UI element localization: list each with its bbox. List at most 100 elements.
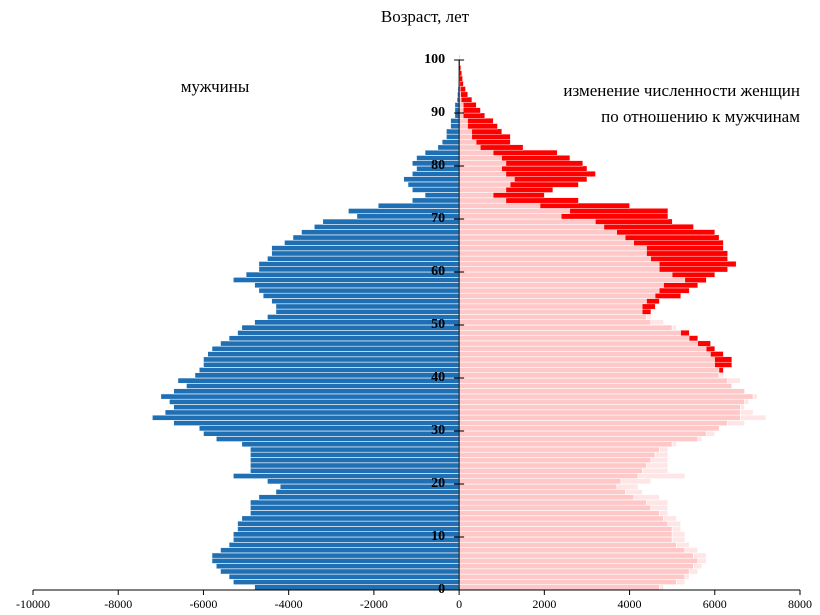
female-bar: [458, 510, 660, 517]
female-excess: [501, 155, 571, 161]
female-excess: [480, 144, 524, 151]
female-bar: [458, 388, 745, 395]
female-bar: [458, 287, 690, 294]
male-bar: [284, 239, 460, 246]
female-excess: [689, 335, 698, 342]
male-excess-outline: [642, 467, 669, 474]
female-excess: [460, 86, 466, 92]
female-bar: [458, 462, 647, 469]
female-excess: [642, 308, 652, 315]
male-excess-outline: [633, 494, 660, 501]
male-bar: [237, 520, 460, 527]
male-excess-outline: [697, 435, 703, 442]
male-bar: [258, 261, 460, 267]
female-bar: [458, 483, 618, 490]
male-bar: [203, 356, 460, 363]
female-bar: [458, 584, 660, 591]
male-bar: [232, 473, 460, 479]
male-excess-outline: [646, 499, 669, 506]
female-bar: [458, 340, 711, 347]
male-bar: [173, 420, 460, 426]
female-excess: [539, 202, 630, 209]
female-bar: [458, 515, 664, 522]
male-bar: [437, 144, 460, 151]
male-bar: [177, 377, 460, 384]
male-bar: [203, 430, 460, 437]
y-tick-label: 60: [431, 264, 445, 279]
male-bar: [424, 149, 460, 156]
male-bar: [275, 308, 460, 315]
female-bar: [458, 335, 699, 342]
male-bar: [228, 541, 460, 548]
male-bar: [454, 102, 460, 109]
male-excess-outline: [624, 488, 643, 495]
male-bar: [258, 494, 460, 501]
female-bar: [458, 404, 741, 411]
female-excess: [659, 266, 728, 273]
female-bar: [458, 499, 647, 506]
male-excess-outline: [650, 319, 664, 326]
annotation: мужчины: [181, 77, 250, 96]
male-bar: [254, 584, 460, 591]
male-bar: [173, 388, 460, 395]
y-tick-label: 90: [431, 105, 445, 120]
x-tick-label: 2000: [532, 597, 556, 611]
male-bar: [237, 526, 460, 533]
male-bar: [250, 451, 460, 458]
male-bar: [232, 276, 460, 283]
male-excess-outline: [693, 563, 703, 570]
female-bar: [458, 361, 733, 368]
female-bar: [458, 377, 728, 384]
female-excess: [467, 123, 498, 130]
female-excess: [706, 346, 715, 352]
female-excess: [650, 255, 728, 262]
male-bar: [169, 398, 460, 405]
female-bar: [458, 536, 673, 543]
female-excess: [463, 112, 485, 119]
male-bar: [237, 329, 460, 336]
female-excess: [505, 197, 579, 204]
male-excess-outline: [650, 457, 669, 464]
female-bar: [458, 441, 673, 448]
male-bar: [250, 457, 460, 464]
y-tick-label: 50: [431, 317, 445, 332]
female-bar: [458, 393, 754, 400]
female-bar: [458, 435, 699, 442]
female-bar: [458, 398, 745, 405]
female-excess: [514, 176, 588, 183]
male-bar: [245, 271, 460, 278]
female-bar: [458, 473, 639, 479]
male-bar: [446, 128, 460, 135]
male-bar: [250, 446, 460, 453]
female-bar: [458, 568, 690, 575]
male-bar: [198, 367, 460, 373]
male-bar: [411, 197, 460, 204]
male-excess-outline: [740, 409, 754, 416]
male-excess-outline: [718, 372, 724, 379]
female-excess: [714, 356, 732, 363]
male-bar: [232, 531, 460, 538]
male-bar: [203, 361, 460, 368]
female-excess: [718, 367, 724, 373]
female-bar: [458, 451, 656, 458]
male-bar: [411, 186, 460, 193]
male-bar: [198, 425, 460, 432]
female-excess: [646, 245, 724, 251]
male-excess-outline: [663, 515, 677, 522]
female-bar: [458, 292, 681, 299]
female-bar: [458, 351, 724, 358]
female-bar: [458, 541, 677, 548]
x-tick-label: -6000: [189, 597, 217, 611]
y-tick-label: 30: [431, 423, 445, 438]
y-tick-label: 20: [431, 476, 445, 491]
male-bar: [211, 557, 460, 564]
female-bar: [458, 430, 707, 437]
male-bar: [232, 579, 460, 586]
annotation: по отношению к мужчинам: [601, 107, 800, 126]
female-bar: [458, 573, 686, 580]
male-excess-outline: [646, 314, 652, 320]
female-excess: [633, 240, 724, 246]
male-excess-outline: [616, 483, 639, 490]
female-excess: [459, 70, 462, 77]
